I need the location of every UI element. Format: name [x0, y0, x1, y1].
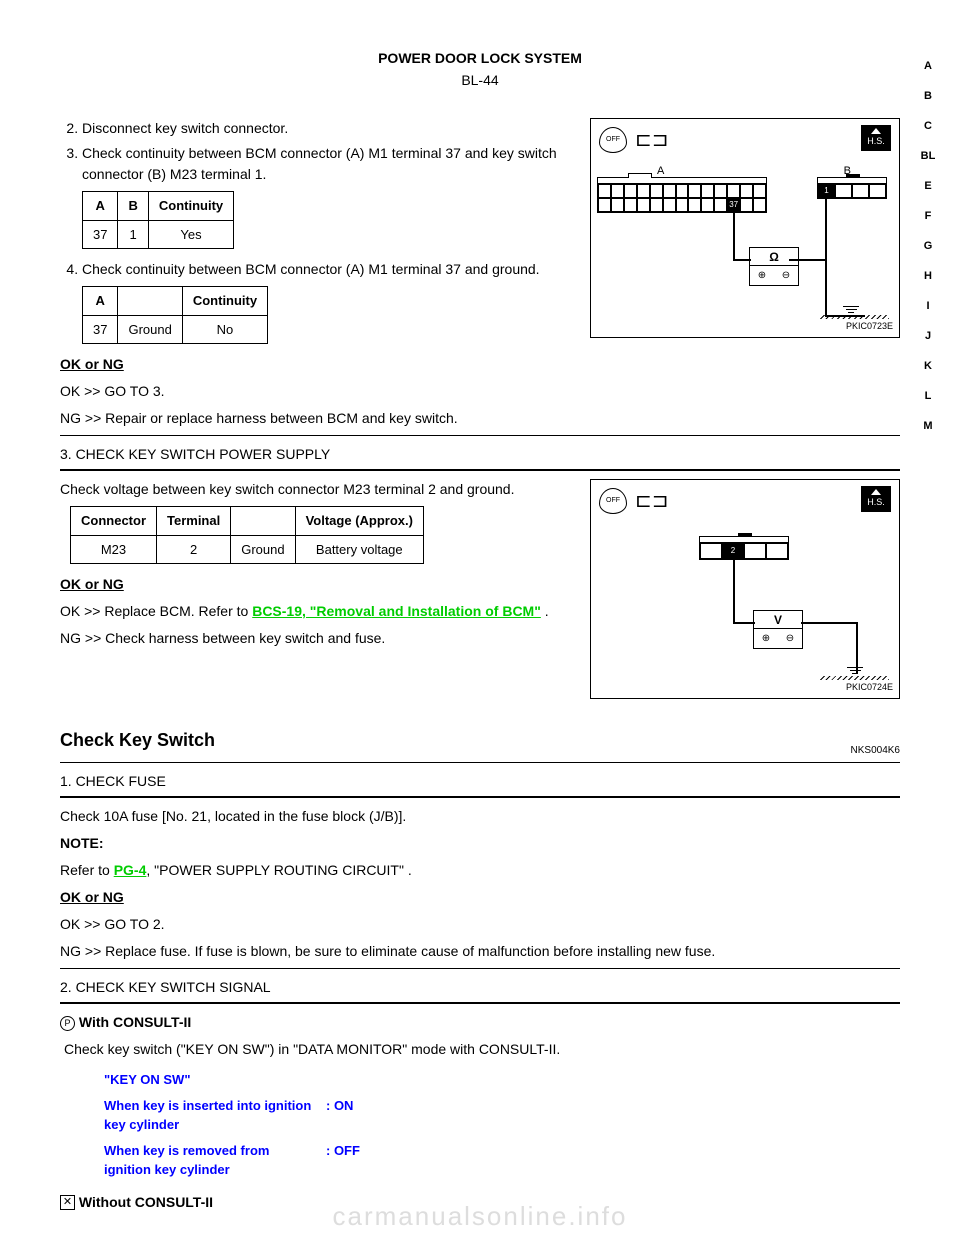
connector-b: 1: [817, 177, 887, 199]
monitor-row: When key is inserted into ignition key c…: [98, 1094, 318, 1137]
voltage-table: ConnectorTerminalVoltage (Approx.) M232G…: [70, 506, 424, 564]
step-text: Check continuity between BCM connector (…: [82, 143, 576, 185]
doc-code: NKS004K6: [851, 743, 900, 758]
tab: M: [916, 420, 940, 432]
disconnect-icon: ⊏⊐: [635, 486, 669, 516]
tab: K: [916, 360, 940, 372]
page-section: BL-44: [60, 72, 900, 88]
bcs-link[interactable]: BCS-19, "Removal and Installation of BCM…: [252, 603, 541, 619]
tab: J: [916, 330, 940, 342]
ok-or-ng: OK or NG: [60, 354, 900, 375]
step-text: Check key switch ("KEY ON SW") in "DATA …: [64, 1039, 900, 1060]
hs-icon: H.S.: [861, 125, 891, 151]
with-consult: P With CONSULT-II: [60, 1012, 900, 1033]
tab: B: [916, 90, 940, 102]
hs-icon: H.S.: [861, 486, 891, 512]
step-1-title: 1. CHECK FUSE: [60, 771, 900, 792]
step-3-title: 3. CHECK KEY SWITCH POWER SUPPLY: [60, 444, 900, 465]
note-label: NOTE:: [60, 833, 900, 854]
ohm-meter: Ω ⊕⊖: [749, 247, 799, 286]
result-ng: NG >> Repair or replace harness between …: [60, 408, 900, 429]
monitor-head: "KEY ON SW": [98, 1068, 366, 1092]
pg4-link[interactable]: PG-4: [114, 862, 147, 878]
step-2-title: 2. CHECK KEY SWITCH SIGNAL: [60, 977, 900, 998]
result-ng: NG >> Replace fuse. If fuse is blown, be…: [60, 941, 900, 962]
diagram-id: PKIC0724E: [846, 681, 893, 695]
result-ok: OK >> GO TO 2.: [60, 914, 900, 935]
monitor-table: "KEY ON SW" When key is inserted into ig…: [96, 1066, 368, 1184]
tab: L: [916, 390, 940, 402]
step-text: Check 10A fuse [No. 21, located in the f…: [60, 806, 900, 827]
wiring-diagram-2: OFF ⊏⊐ H.S. 2 V ⊕⊖: [590, 479, 900, 699]
watermark: carmanualsonline.info: [0, 1201, 960, 1232]
tab-active: BL: [916, 150, 940, 162]
ignition-off-icon: OFF: [599, 127, 627, 153]
ok-or-ng: OK or NG: [60, 887, 900, 908]
ok-or-ng: OK or NG: [60, 574, 576, 595]
step-text: Check voltage between key switch connect…: [60, 479, 576, 500]
section-tabs: A B C BL E F G H I J K L M: [916, 60, 940, 432]
tab: C: [916, 120, 940, 132]
ground-hatch: [819, 676, 889, 680]
result-ok: OK >> GO TO 3.: [60, 381, 900, 402]
consult-icon: P: [60, 1016, 75, 1031]
connector: 2: [699, 536, 789, 560]
ground-icon: [843, 306, 859, 313]
page-header: POWER DOOR LOCK SYSTEM: [60, 50, 900, 66]
continuity-table-1: ABContinuity 371Yes: [82, 191, 234, 249]
procedure-list: Disconnect key switch connector. Check c…: [82, 118, 576, 185]
connector-a: 37: [597, 177, 767, 213]
tab: F: [916, 210, 940, 222]
monitor-val: : OFF: [320, 1139, 366, 1182]
diagram-id: PKIC0723E: [846, 320, 893, 334]
tab: A: [916, 60, 940, 72]
procedure-list: Check continuity between BCM connector (…: [82, 259, 576, 280]
tab: H: [916, 270, 940, 282]
volt-meter: V ⊕⊖: [753, 610, 803, 649]
continuity-table-2: AContinuity 37GroundNo: [82, 286, 268, 344]
disconnect-icon: ⊏⊐: [635, 125, 669, 155]
tab: G: [916, 240, 940, 252]
ground-icon: [847, 667, 863, 674]
step-text: Disconnect key switch connector.: [82, 118, 576, 139]
tab: I: [916, 300, 940, 312]
monitor-row: When key is removed from ignition key cy…: [98, 1139, 318, 1182]
step-text: Check continuity between BCM connector (…: [82, 259, 576, 280]
ignition-off-icon: OFF: [599, 488, 627, 514]
wiring-diagram-1: OFF ⊏⊐ H.S. A B 37: [590, 118, 900, 338]
result-ng: NG >> Check harness between key switch a…: [60, 628, 576, 649]
result-ok: OK >> Replace BCM. Refer to BCS-19, "Rem…: [60, 601, 576, 622]
page-title: POWER DOOR LOCK SYSTEM: [60, 50, 900, 66]
tab: E: [916, 180, 940, 192]
monitor-val: : ON: [320, 1094, 366, 1137]
check-key-switch-title: Check Key Switch: [60, 727, 215, 754]
note-text: Refer to PG-4, "POWER SUPPLY ROUTING CIR…: [60, 860, 900, 881]
